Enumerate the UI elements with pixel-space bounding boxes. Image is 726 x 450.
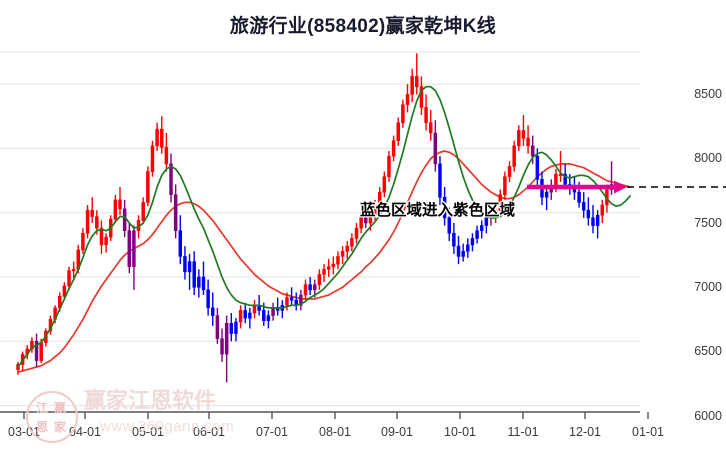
x-axis-tick-label: 06-01: [193, 425, 225, 439]
gridlines: [0, 51, 640, 407]
y-axis-tick-label: 6500: [694, 344, 722, 359]
seal-char-3: 家: [54, 420, 67, 434]
chart-annotation-label: 蓝色区域进入紫色区域: [360, 202, 516, 219]
annotation-overlays: [527, 180, 726, 194]
seal-char-2: 恩: [36, 420, 49, 434]
x-axis-tick-label: 05-01: [132, 425, 164, 439]
x-axis-tick-label: 08-01: [319, 425, 351, 439]
watermark-url: www.360gann.com: [100, 418, 235, 435]
candlestick-series: [16, 53, 614, 383]
y-axis-tick-label: 8500: [694, 87, 722, 102]
slow-moving-average-line: [17, 150, 631, 373]
x-axis-tick-label: 01-01: [632, 425, 664, 439]
y-axis-tick-label: 6000: [694, 408, 722, 423]
fast-moving-average-line: [17, 85, 631, 368]
x-axis-tick-label: 11-01: [507, 425, 539, 439]
x-axis-tick-label: 07-01: [256, 425, 288, 439]
x-axis-tick-label: 12-01: [569, 425, 601, 439]
x-axis-tick-label: 04-01: [69, 425, 101, 439]
axis-lines-and-ticks: [0, 411, 649, 419]
watermark-brand: 赢家江恩软件: [84, 388, 217, 413]
y-axis-tick-label: 7000: [694, 280, 722, 294]
y-axis-tick-label: 7500: [694, 215, 722, 230]
seal-char-1: 赢: [54, 401, 67, 415]
magenta-arrow-head: [614, 180, 627, 194]
x-axis-tick-label: 09-01: [381, 425, 413, 439]
seal-char-0: 江: [36, 401, 49, 415]
watermark-seal: 江 赢 恩 家: [26, 391, 78, 443]
page-title: 旅游行业(858402)赢家乾坤K线: [229, 16, 497, 37]
x-axis-tick-label: 10-01: [444, 425, 476, 439]
y-axis-tick-label: 8000: [694, 151, 722, 166]
